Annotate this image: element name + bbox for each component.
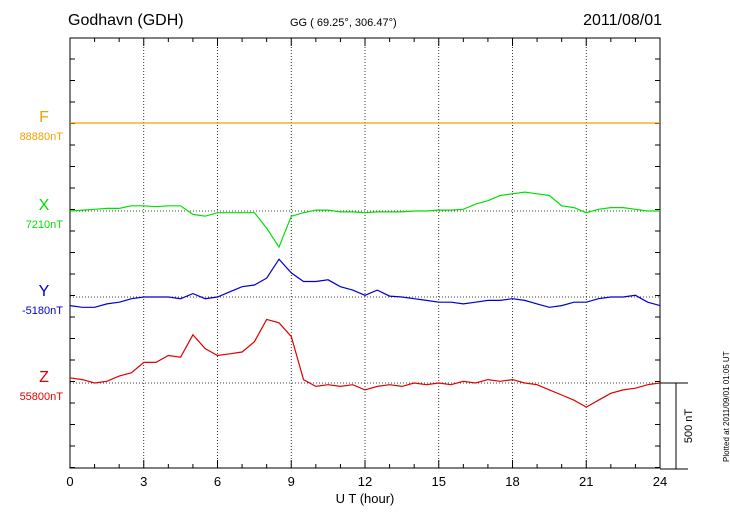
series-baseline-X: 7210nT [26,219,64,231]
x-tick-label-0: 0 [66,474,73,489]
x-tick-label-6: 6 [214,474,221,489]
series-baseline-F: 88880nT [20,131,64,143]
plot-date: 2011/08/01 [583,12,662,29]
x-tick-label-21: 21 [579,474,593,489]
series-line-X [69,191,660,249]
x-tick-label-12: 12 [358,474,372,489]
series-baseline-Z: 55800nT [20,391,64,403]
series-label-Y: Y [39,283,50,300]
x-tick-label-3: 3 [140,474,147,489]
x-tick-label-15: 15 [432,474,446,489]
station-coords: GG ( 69.25°, 306.47°) [290,17,397,29]
station-title: Godhavn (GDH) [68,12,184,29]
series-label-F: F [39,109,49,126]
x-tick-label-24: 24 [653,474,667,489]
series-baseline-Y: -5180nT [22,305,63,317]
x-axis-label: U T (hour) [336,491,395,506]
x-tick-label-18: 18 [505,474,519,489]
series-label-Z: Z [39,369,49,386]
x-tick-label-9: 9 [288,474,295,489]
series-label-X: X [39,197,50,214]
plot-frame [69,37,661,469]
scale-bar-label: 500 nT [683,409,695,444]
series-line-Z [69,318,661,408]
series-line-Y [69,258,661,308]
plotted-timestamp: Plotted at 2011/09/01 01:05 UT [722,351,730,462]
